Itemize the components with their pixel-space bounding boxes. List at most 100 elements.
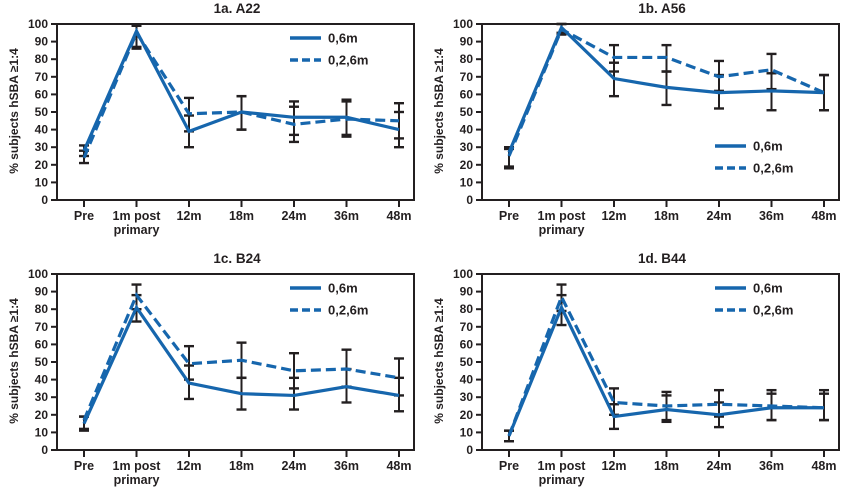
y-tick-label: 40 [460, 373, 474, 387]
legend-label-0,6m: 0,6m [328, 281, 358, 296]
y-tick-label: 20 [460, 158, 474, 172]
series-line-0,2,6m [82, 29, 400, 159]
plot-border [56, 273, 415, 451]
y-tick-label: 70 [460, 70, 474, 84]
series-line-0,6m [82, 27, 400, 152]
plot-border [481, 273, 840, 451]
y-tick-label: 0 [466, 193, 473, 207]
x-tick-label: primary [539, 223, 585, 237]
x-tick-label: 1m post [538, 209, 587, 223]
legend-label-0,6m: 0,6m [328, 31, 358, 46]
x-tick-label: 18m [654, 209, 679, 223]
y-tick-label: 100 [28, 18, 48, 31]
y-tick-label: 40 [35, 373, 49, 387]
y-tick-label: 80 [35, 302, 49, 316]
y-tick-label: 90 [460, 35, 474, 49]
y-tick-label: 80 [460, 52, 474, 66]
y-tick-label: 10 [35, 175, 49, 189]
legend-label-0,2,6m: 0,2,6m [328, 53, 368, 68]
x-tick-label: 1m post [113, 209, 162, 223]
panel-1a: 1a. A22 % subjects hSBA ≥1:4 0 10 20 30 40 50… [0, 0, 424, 250]
x-tick-label: 36m [759, 209, 784, 223]
panel-1b: 1b. A56 % subjects hSBA ≥1:4 0 10 20 30 40 50… [425, 0, 849, 250]
x-tick-label: 48m [811, 459, 836, 473]
x-tick-label: 24m [281, 459, 306, 473]
x-tick-label: 48m [386, 209, 411, 223]
chart-title-1b: 1b. A56 [638, 1, 686, 16]
plot-border [56, 23, 415, 201]
chart-title-1c: 1c. B24 [213, 251, 261, 266]
y-tick-label: 100 [453, 268, 473, 281]
y-tick-label: 50 [460, 355, 474, 369]
x-tick-label: 18m [654, 459, 679, 473]
x-tick-label: 12m [176, 459, 201, 473]
y-tick-label: 60 [460, 337, 474, 351]
series-line-0,6m [82, 304, 400, 425]
x-tick-label: 12m [176, 209, 201, 223]
y-tick-label: 30 [460, 140, 474, 154]
x-tick-label: 48m [386, 459, 411, 473]
series-line-0,6m [507, 303, 824, 437]
y-tick-label: 30 [35, 390, 49, 404]
x-tick-label: 24m [281, 209, 306, 223]
y-tick-label: 60 [460, 87, 474, 101]
y-tick-label: 10 [460, 175, 474, 189]
y-tick-label: 70 [35, 70, 49, 84]
y-tick-label: 50 [460, 105, 474, 119]
x-tick-label: primary [114, 223, 160, 237]
y-tick-label: 40 [35, 123, 49, 137]
legend-label-0,2,6m: 0,2,6m [753, 303, 793, 318]
y-tick-label: 70 [35, 320, 49, 334]
y-axis-ticks: 0 10 20 30 40 50 60 70 80 90 100 [453, 18, 481, 207]
panel-1d: 1d. B44 % subjects hSBA ≥1:4 0 10 20 30 40 50… [425, 250, 849, 500]
y-tick-label: 90 [460, 285, 474, 299]
x-tick-label: Pre [499, 209, 519, 223]
x-tick-label: Pre [499, 459, 519, 473]
y-tick-label: 80 [35, 52, 49, 66]
y-tick-label: 0 [41, 443, 48, 457]
x-tick-label: 12m [601, 209, 626, 223]
panel-1c: 1c. B24 % subjects hSBA ≥1:4 0 10 20 30 40 50… [0, 250, 424, 500]
y-tick-label: 20 [35, 158, 49, 172]
series-line-0,2,6m [507, 292, 825, 437]
y-tick-label: 0 [466, 443, 473, 457]
chart-title-1d: 1d. B44 [637, 251, 687, 266]
x-tick-label: 36m [334, 209, 359, 223]
x-tick-label: 24m [706, 209, 731, 223]
series-line-0,2,6m [507, 27, 825, 157]
legend-label-0,2,6m: 0,2,6m [328, 303, 368, 318]
y-tick-label: 60 [35, 87, 49, 101]
y-tick-label: 90 [35, 35, 49, 49]
x-tick-label: primary [539, 473, 585, 487]
error-bars-0,2,6m [504, 283, 829, 443]
x-tick-label: 18m [229, 209, 254, 223]
legend-label-0,6m: 0,6m [753, 281, 783, 296]
x-tick-label: 1m post [538, 459, 587, 473]
x-tick-label: 36m [759, 459, 784, 473]
y-tick-label: 10 [460, 425, 474, 439]
x-tick-label: 18m [229, 459, 254, 473]
y-axis-ticks: 0 10 20 30 40 50 60 70 80 90 100 [453, 268, 481, 457]
y-tick-label: 80 [460, 302, 474, 316]
y-tick-label: 20 [35, 408, 49, 422]
y-axis-ticks: 0 10 20 30 40 50 60 70 80 90 100 [28, 18, 56, 207]
y-tick-label: 50 [35, 355, 49, 369]
y-tick-label: 100 [453, 18, 473, 31]
y-tick-label: 50 [35, 105, 49, 119]
y-tick-label: 70 [460, 320, 474, 334]
legend: 0,6m 0,2,6m [290, 31, 368, 68]
legend: 0,6m 0,2,6m [715, 281, 793, 318]
y-tick-label: 30 [35, 140, 49, 154]
x-tick-label: 48m [811, 209, 836, 223]
y-tick-label: 40 [460, 123, 474, 137]
legend-label-0,6m: 0,6m [753, 139, 783, 154]
y-tick-label: 10 [35, 425, 49, 439]
error-bars-0,2,6m [79, 24, 404, 165]
series-line-0,2,6m [82, 291, 400, 421]
